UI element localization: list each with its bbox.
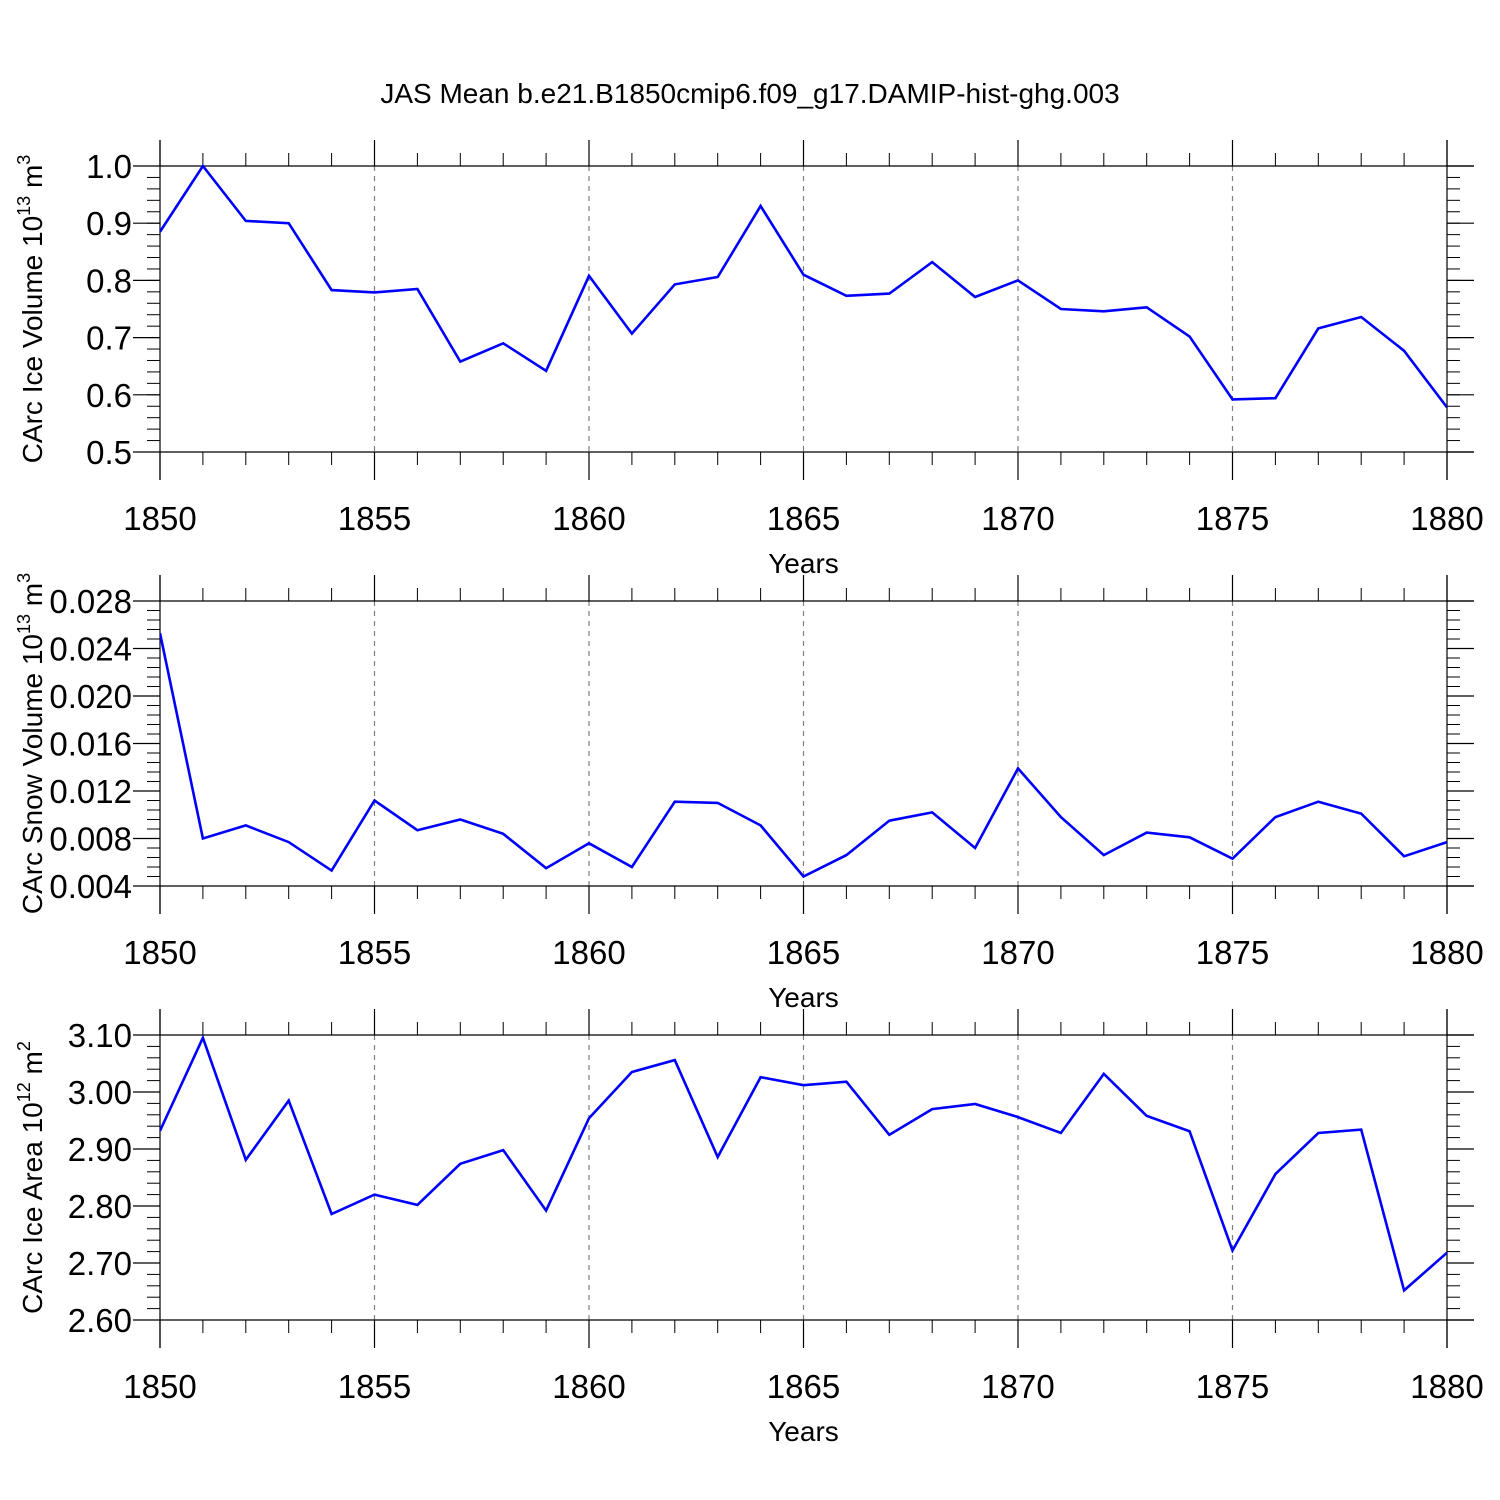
panel-ice-volume: 1850 1855 1860 1865 1870 1875 1880 0.5 0.6 0.7 0.8… bbox=[14, 140, 1484, 579]
y-tick-label: 0.024 bbox=[49, 631, 132, 668]
y-tick-label: 0.008 bbox=[49, 821, 132, 858]
y-axis-label: CArc Ice Area 1012 m2 bbox=[14, 1041, 48, 1314]
x-axis-label: Years bbox=[768, 548, 839, 579]
x-tick-label: 1865 bbox=[767, 500, 840, 537]
y-tick-label: 0.012 bbox=[49, 773, 132, 810]
y-tick-label: 0.7 bbox=[86, 320, 132, 357]
series-line bbox=[160, 632, 1447, 879]
x-tick-label: 1880 bbox=[1410, 1368, 1483, 1405]
x-axis-label: Years bbox=[768, 1416, 839, 1447]
x-tick-label: 1865 bbox=[767, 1368, 840, 1405]
x-tick-label: 1855 bbox=[338, 1368, 411, 1405]
x-tick-label: 1860 bbox=[552, 500, 625, 537]
x-tick-label: 1870 bbox=[981, 500, 1054, 537]
y-tick-label: 0.004 bbox=[49, 868, 132, 905]
x-axis-label: Years bbox=[768, 982, 839, 1013]
x-tick-label: 1870 bbox=[981, 1368, 1054, 1405]
y-tick-label: 3.00 bbox=[68, 1074, 132, 1111]
x-tick-label: 1860 bbox=[552, 934, 625, 971]
y-axis-label: CArc Snow Volume 1013 m3 bbox=[14, 573, 48, 914]
y-tick-label: 0.020 bbox=[49, 678, 132, 715]
y-axis-label: CArc Ice Volume 1013 m3 bbox=[14, 155, 48, 464]
y-tick-label: 2.90 bbox=[68, 1131, 132, 1168]
y-tick-label: 2.60 bbox=[68, 1302, 132, 1339]
x-tick-label: 1850 bbox=[123, 934, 196, 971]
y-tick-label: 0.016 bbox=[49, 726, 132, 763]
x-tick-label: 1880 bbox=[1410, 934, 1483, 971]
x-tick-label: 1865 bbox=[767, 934, 840, 971]
x-tick-label: 1855 bbox=[338, 934, 411, 971]
x-tick-label: 1855 bbox=[338, 500, 411, 537]
x-tick-label: 1875 bbox=[1196, 1368, 1269, 1405]
series-line bbox=[160, 1034, 1447, 1293]
panel-snow-volume: 1850 1855 1860 1865 1870 1875 1880 0.004 0.008 0.… bbox=[14, 573, 1484, 1013]
y-tick-label: 0.5 bbox=[86, 434, 132, 471]
y-tick-label: 0.9 bbox=[86, 205, 132, 242]
y-tick-label: 1.0 bbox=[86, 148, 132, 185]
y-tick-label: 2.70 bbox=[68, 1245, 132, 1282]
y-tick-label: 0.8 bbox=[86, 262, 132, 299]
x-tick-label: 1850 bbox=[123, 500, 196, 537]
series-line bbox=[160, 164, 1447, 409]
x-tick-label: 1870 bbox=[981, 934, 1054, 971]
y-tick-label: 2.80 bbox=[68, 1188, 132, 1225]
x-tick-label: 1875 bbox=[1196, 500, 1269, 537]
y-tick-label: 0.6 bbox=[86, 377, 132, 414]
y-tick-label: 3.10 bbox=[68, 1017, 132, 1054]
x-tick-label: 1880 bbox=[1410, 500, 1483, 537]
figure-title: JAS Mean b.e21.B1850cmip6.f09_g17.DAMIP-… bbox=[380, 78, 1119, 109]
x-tick-label: 1850 bbox=[123, 1368, 196, 1405]
x-tick-label: 1875 bbox=[1196, 934, 1269, 971]
panel-ice-area: 1850 1855 1860 1865 1870 1875 1880 2.60 2.70 2.80… bbox=[14, 1009, 1484, 1447]
y-tick-label: 0.028 bbox=[49, 583, 132, 620]
x-tick-label: 1860 bbox=[552, 1368, 625, 1405]
